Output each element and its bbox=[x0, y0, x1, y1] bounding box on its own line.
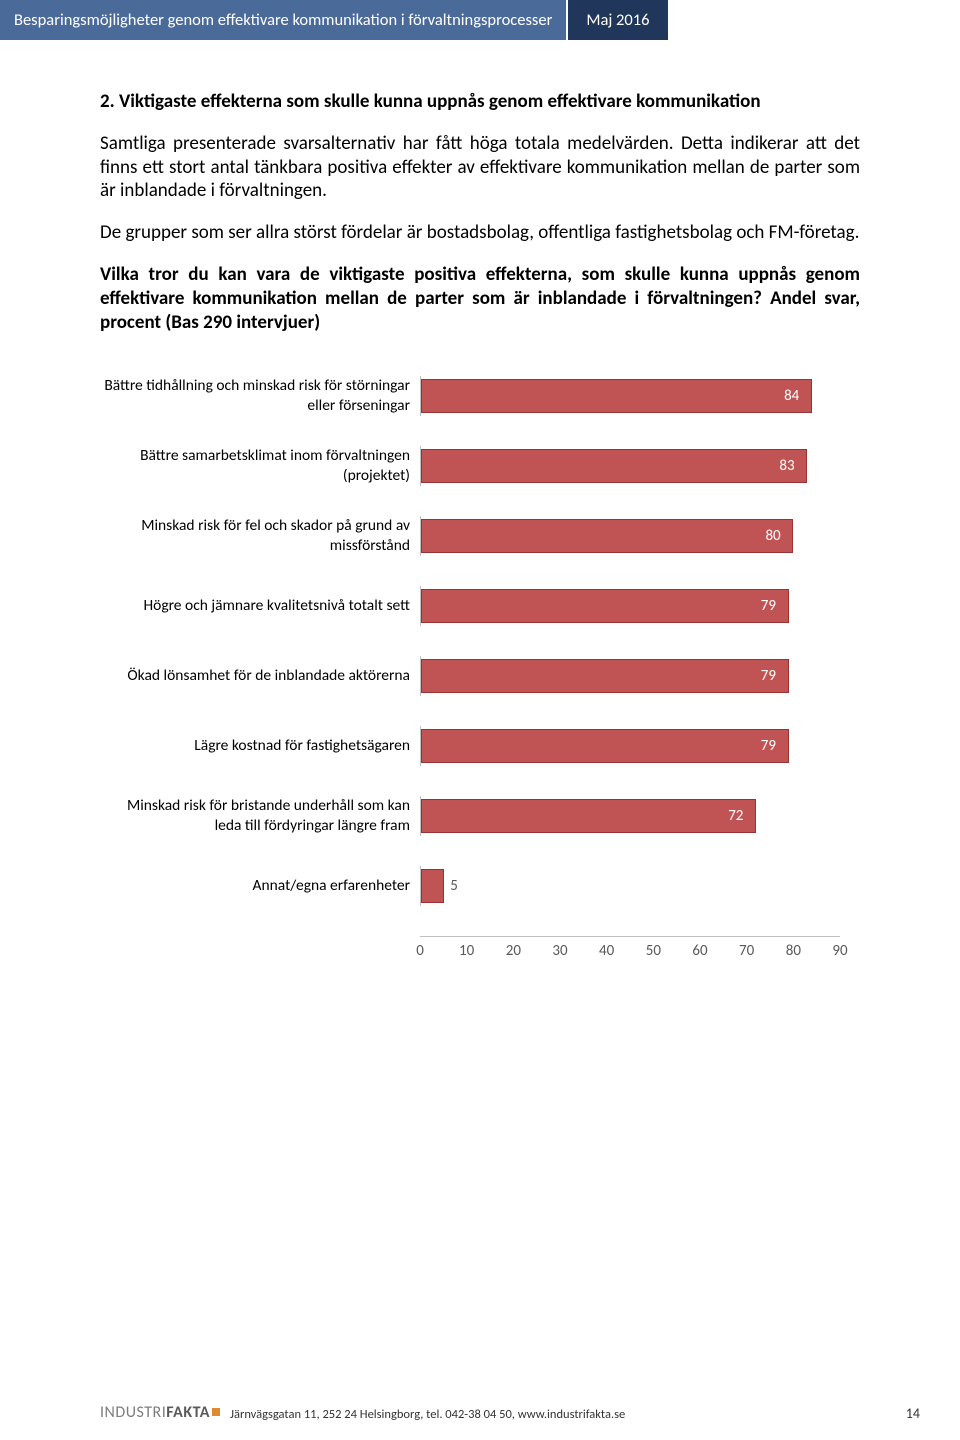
chart-bar bbox=[421, 869, 444, 903]
chart-row: Högre och jämnare kvalitetsnivå totalt s… bbox=[100, 586, 840, 626]
chart-axis-tick-label: 60 bbox=[692, 942, 707, 960]
chart-plot-area: 84 bbox=[420, 376, 840, 416]
footer-logo: INDUSTRIFAKTA bbox=[100, 1403, 220, 1422]
chart-bar-value: 5 bbox=[450, 877, 458, 895]
chart-row: Bättre tidhållning och minskad risk för … bbox=[100, 376, 840, 416]
footer-left: INDUSTRIFAKTA Järnvägsgatan 11, 252 24 H… bbox=[100, 1403, 625, 1422]
page-header: Besparingsmöjligheter genom effektivare … bbox=[0, 0, 960, 40]
chart-axis-tick-label: 10 bbox=[459, 942, 474, 960]
footer-address: Järnvägsgatan 11, 252 24 Helsingborg, te… bbox=[230, 1407, 625, 1422]
chart-axis-tick-label: 80 bbox=[786, 942, 801, 960]
chart-plot-area: 79 bbox=[420, 726, 840, 766]
chart-axis-tick-label: 70 bbox=[739, 942, 754, 960]
chart-row: Minskad risk för bristande underhåll som… bbox=[100, 796, 840, 836]
paragraph-2: De grupper som ser allra störst fördelar… bbox=[100, 221, 860, 245]
header-date: Maj 2016 bbox=[568, 0, 667, 40]
page-number: 14 bbox=[906, 1405, 920, 1422]
chart-bar-label: Bättre samarbetsklimat inom förvaltninge… bbox=[100, 446, 420, 485]
chart-plot-area: 79 bbox=[420, 656, 840, 696]
paragraph-1: Samtliga presenterade svarsalternativ ha… bbox=[100, 132, 860, 203]
header-title: Besparingsmöjligheter genom effektivare … bbox=[0, 0, 568, 40]
chart-axis-tick-label: 0 bbox=[416, 942, 424, 960]
chart-plot-area: 79 bbox=[420, 586, 840, 626]
chart-bar-label: Ökad lönsamhet för de inblandade aktörer… bbox=[100, 666, 420, 685]
survey-question: Vilka tror du kan vara de viktigaste pos… bbox=[100, 263, 860, 336]
page-content: 2. Viktigaste effekterna som skulle kunn… bbox=[0, 40, 960, 960]
chart-axis-line: 0102030405060708090 bbox=[420, 936, 840, 960]
chart-row: Annat/egna erfarenheter 5 bbox=[100, 866, 840, 906]
chart-axis-tick-label: 50 bbox=[646, 942, 661, 960]
chart-bar-label: Bättre tidhållning och minskad risk för … bbox=[100, 376, 420, 415]
chart-bar-value: 83 bbox=[779, 457, 794, 475]
chart-bar-value: 84 bbox=[784, 387, 799, 405]
chart-bar-label: Högre och jämnare kvalitetsnivå totalt s… bbox=[100, 596, 420, 615]
chart-bar bbox=[421, 379, 812, 413]
chart-bar bbox=[421, 659, 789, 693]
chart-bar-label: Lägre kostnad för fastighetsägaren bbox=[100, 736, 420, 755]
chart-axis-tick-label: 90 bbox=[832, 942, 847, 960]
chart-bar-label: Minskad risk för bristande underhåll som… bbox=[100, 796, 420, 835]
chart-x-axis: 0102030405060708090 bbox=[100, 936, 840, 960]
chart-bar-value: 79 bbox=[761, 597, 776, 615]
chart-axis-tick-label: 20 bbox=[506, 942, 521, 960]
bar-chart: Bättre tidhållning och minskad risk för … bbox=[100, 376, 860, 960]
chart-bar-label: Minskad risk för fel och skador på grund… bbox=[100, 516, 420, 555]
chart-bar bbox=[421, 519, 793, 553]
chart-row: Minskad risk för fel och skador på grund… bbox=[100, 516, 840, 556]
logo-square-icon bbox=[212, 1408, 220, 1416]
chart-bar bbox=[421, 729, 789, 763]
chart-bar-value: 79 bbox=[761, 737, 776, 755]
chart-bar-value: 80 bbox=[765, 527, 780, 545]
logo-text-industri: INDUSTRI bbox=[100, 1403, 166, 1422]
chart-bar bbox=[421, 449, 807, 483]
chart-bar bbox=[421, 799, 756, 833]
section-heading: 2. Viktigaste effekterna som skulle kunn… bbox=[100, 90, 860, 114]
chart-row: Ökad lönsamhet för de inblandade aktörer… bbox=[100, 656, 840, 696]
chart-bar bbox=[421, 589, 789, 623]
chart-bar-label: Annat/egna erfarenheter bbox=[100, 876, 420, 895]
chart-plot-area: 83 bbox=[420, 446, 840, 486]
chart-plot-area: 72 bbox=[420, 796, 840, 836]
page-footer: INDUSTRIFAKTA Järnvägsgatan 11, 252 24 H… bbox=[100, 1403, 920, 1422]
chart-plot-area: 80 bbox=[420, 516, 840, 556]
chart-row: Lägre kostnad för fastighetsägaren 79 bbox=[100, 726, 840, 766]
logo-text-fakta: FAKTA bbox=[166, 1403, 210, 1422]
chart-plot-area: 5 bbox=[420, 866, 840, 906]
chart-axis-tick-label: 40 bbox=[599, 942, 614, 960]
chart-bar-value: 72 bbox=[728, 807, 743, 825]
chart-bar-value: 79 bbox=[761, 667, 776, 685]
chart-row: Bättre samarbetsklimat inom förvaltninge… bbox=[100, 446, 840, 486]
chart-axis-tick-label: 30 bbox=[552, 942, 567, 960]
